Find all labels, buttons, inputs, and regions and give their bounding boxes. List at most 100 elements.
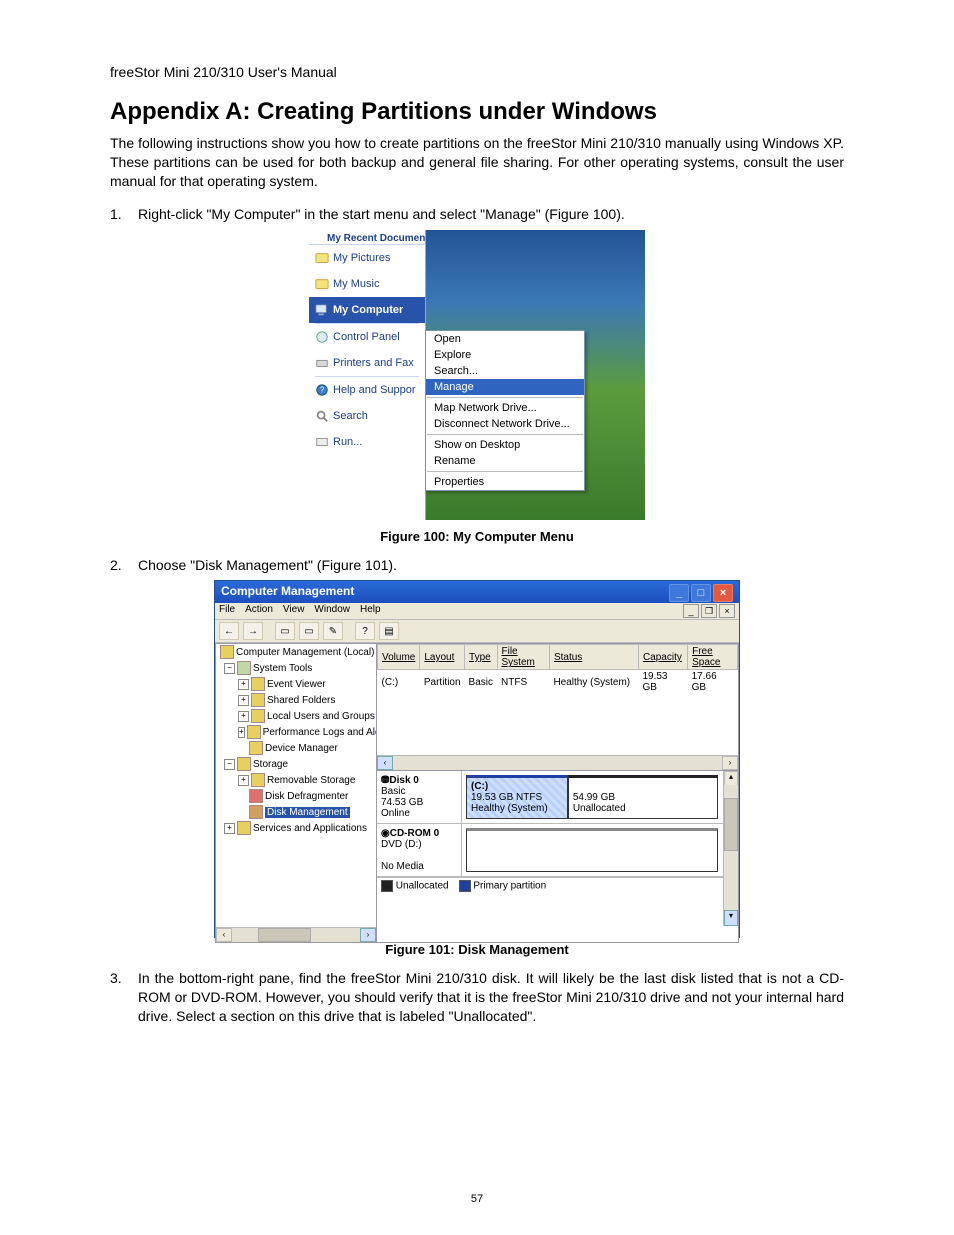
tree-removable[interactable]: +Removable Storage xyxy=(216,772,376,788)
menu-help[interactable]: Help xyxy=(360,604,381,618)
expand-icon[interactable]: + xyxy=(238,695,249,706)
run-item[interactable]: Run... xyxy=(309,429,425,455)
disk-icon xyxy=(249,805,263,819)
toolbar-icon[interactable]: ▭ xyxy=(299,622,319,640)
step-3-text: In the bottom-right pane, find the freeS… xyxy=(138,969,844,1026)
control-panel-item[interactable]: Control Panel xyxy=(309,324,425,350)
tree-pane: Computer Management (Local) −System Tool… xyxy=(215,643,376,943)
disk-pane: ⛃Disk 0 Basic 74.53 GB Online (C:) 19.53… xyxy=(377,771,738,942)
folder-icon xyxy=(251,693,265,707)
step-2-text: Choose "Disk Management" (Figure 101). xyxy=(138,556,844,575)
cdrom-0-row: ◉CD-ROM 0 DVD (D:) No Media xyxy=(377,824,738,877)
folder-icon xyxy=(237,757,251,771)
toolbar-icon[interactable]: ? xyxy=(355,622,375,640)
col-volume[interactable]: Volume xyxy=(378,645,420,670)
tree-shared-folders[interactable]: +Shared Folders xyxy=(216,692,376,708)
figure-100-caption: Figure 100: My Computer Menu xyxy=(110,529,844,544)
collapse-icon[interactable]: − xyxy=(224,759,235,770)
step-3: 3. In the bottom-right pane, find the fr… xyxy=(110,969,844,1026)
figure-101-caption: Figure 101: Disk Management xyxy=(110,942,844,957)
device-icon xyxy=(249,741,263,755)
partition-unallocated[interactable]: 54.99 GB Unallocated xyxy=(568,775,718,819)
tree-disk-mgmt[interactable]: Disk Management xyxy=(216,804,376,820)
tree-defrag[interactable]: Disk Defragmenter xyxy=(216,788,376,804)
mdi-close[interactable]: × xyxy=(719,604,735,618)
help-item[interactable]: ?Help and Suppor xyxy=(309,377,425,403)
toolbar-icon[interactable]: ▭ xyxy=(275,622,295,640)
col-free[interactable]: Free Space xyxy=(688,645,738,670)
step-2: 2. Choose "Disk Management" (Figure 101)… xyxy=(110,556,844,575)
my-recent-documents-item[interactable]: My Recent Documents xyxy=(309,230,425,245)
ctx-open[interactable]: Open xyxy=(426,331,584,347)
figure-101: Computer Management _ □ × File Action Vi… xyxy=(214,580,740,938)
col-status[interactable]: Status xyxy=(549,645,638,670)
ctx-manage[interactable]: Manage xyxy=(426,379,584,395)
tree-storage[interactable]: −Storage xyxy=(216,756,376,772)
tree-event-viewer[interactable]: +Event Viewer xyxy=(216,676,376,692)
menu-action[interactable]: Action xyxy=(245,604,273,618)
ctx-rename[interactable]: Rename xyxy=(426,453,584,469)
tree-root[interactable]: Computer Management (Local) xyxy=(216,644,376,660)
maximize-button[interactable]: □ xyxy=(691,584,711,602)
computer-icon xyxy=(220,645,234,659)
tree-device-mgr[interactable]: Device Manager xyxy=(216,740,376,756)
cdrom-empty[interactable] xyxy=(466,828,718,872)
col-fs[interactable]: File System xyxy=(497,645,549,670)
ctx-properties[interactable]: Properties xyxy=(426,474,584,490)
collapse-icon[interactable]: − xyxy=(224,663,235,674)
search-item[interactable]: Search xyxy=(309,403,425,429)
grid-hscrollbar[interactable]: ‹› xyxy=(377,755,738,770)
doc-header: freeStor Mini 210/310 User's Manual xyxy=(110,64,844,80)
col-capacity[interactable]: Capacity xyxy=(638,645,687,670)
step-1-number: 1. xyxy=(110,205,138,224)
nav-fwd-icon[interactable]: → xyxy=(243,622,263,640)
ctx-show-desktop[interactable]: Show on Desktop xyxy=(426,437,584,453)
page-number: 57 xyxy=(0,1193,954,1205)
expand-icon[interactable]: + xyxy=(238,727,245,738)
svg-text:?: ? xyxy=(320,385,325,394)
ctx-map-drive[interactable]: Map Network Drive... xyxy=(426,400,584,416)
grid-header-row[interactable]: Volume Layout Type File System Status Ca… xyxy=(378,645,738,670)
window-titlebar[interactable]: Computer Management _ □ × xyxy=(215,581,739,603)
legend-primary-swatch xyxy=(459,880,471,892)
disk-0-info[interactable]: ⛃Disk 0 Basic 74.53 GB Online xyxy=(377,771,462,823)
my-computer-item[interactable]: My Computer xyxy=(309,297,425,323)
expand-icon[interactable]: + xyxy=(224,823,235,834)
minimize-button[interactable]: _ xyxy=(669,584,689,602)
folder-icon xyxy=(237,821,251,835)
ctx-search[interactable]: Search... xyxy=(426,363,584,379)
expand-icon[interactable]: + xyxy=(238,711,249,722)
menu-window[interactable]: Window xyxy=(314,604,350,618)
close-button[interactable]: × xyxy=(713,584,733,602)
menu-view[interactable]: View xyxy=(283,604,305,618)
grid-row-c[interactable]: (C:) Partition Basic NTFS Healthy (Syste… xyxy=(378,670,738,695)
mdi-restore[interactable]: ❐ xyxy=(701,604,717,618)
tree-system-tools[interactable]: −System Tools xyxy=(216,660,376,676)
disk-vscrollbar[interactable]: ▴▾ xyxy=(723,771,738,926)
expand-icon[interactable]: + xyxy=(238,775,249,786)
mdi-minimize[interactable]: _ xyxy=(683,604,699,618)
cdrom-0-info[interactable]: ◉CD-ROM 0 DVD (D:) No Media xyxy=(377,824,462,876)
tree-perf-logs[interactable]: +Performance Logs and Alerts xyxy=(216,724,376,740)
tree-users-groups[interactable]: +Local Users and Groups xyxy=(216,708,376,724)
volume-grid: Volume Layout Type File System Status Ca… xyxy=(377,644,738,771)
my-pictures-item[interactable]: My Pictures xyxy=(309,245,425,271)
col-layout[interactable]: Layout xyxy=(420,645,465,670)
tools-icon xyxy=(237,661,251,675)
defrag-icon xyxy=(249,789,263,803)
partition-c[interactable]: (C:) 19.53 GB NTFS Healthy (System) xyxy=(466,775,568,819)
my-music-item[interactable]: My Music xyxy=(309,271,425,297)
ctx-explore[interactable]: Explore xyxy=(426,347,584,363)
tree-hscrollbar[interactable]: ‹› xyxy=(216,927,376,942)
nav-back-icon[interactable]: ← xyxy=(219,622,239,640)
cd-icon: ◉ xyxy=(381,828,390,839)
step-1: 1. Right-click "My Computer" in the star… xyxy=(110,205,844,224)
toolbar-icon[interactable]: ✎ xyxy=(323,622,343,640)
tree-services[interactable]: +Services and Applications xyxy=(216,820,376,836)
menu-file[interactable]: File xyxy=(219,604,235,618)
printers-item[interactable]: Printers and Fax xyxy=(309,350,425,376)
toolbar-icon[interactable]: ▤ xyxy=(379,622,399,640)
expand-icon[interactable]: + xyxy=(238,679,249,690)
col-type[interactable]: Type xyxy=(465,645,497,670)
ctx-disconnect-drive[interactable]: Disconnect Network Drive... xyxy=(426,416,584,432)
